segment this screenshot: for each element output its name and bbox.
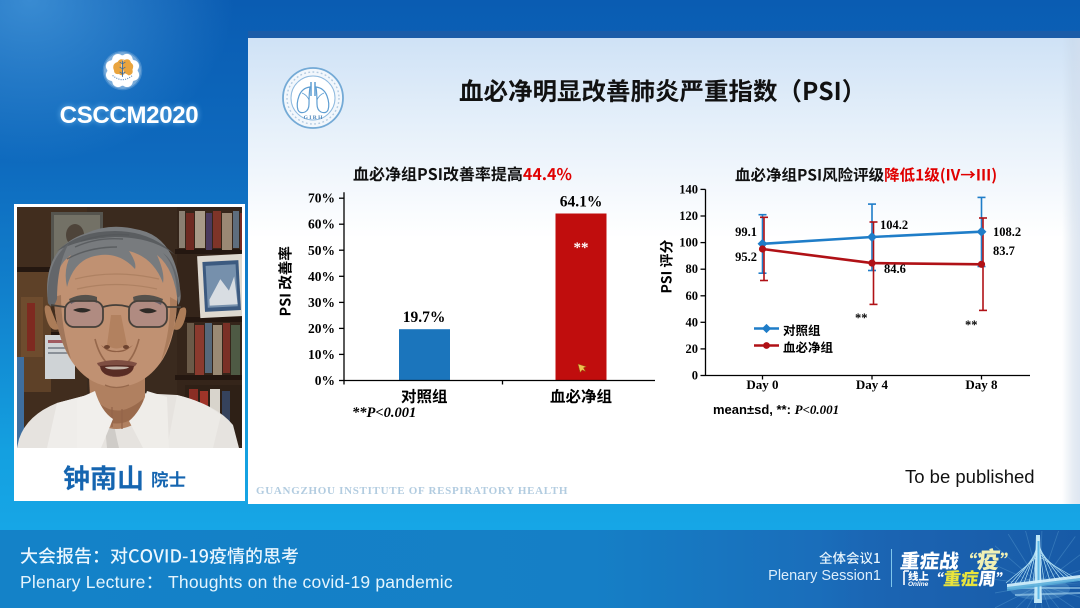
svg-text:99.1: 99.1 bbox=[735, 225, 757, 239]
svg-text:64.1%: 64.1% bbox=[560, 194, 603, 211]
svg-text:108.2: 108.2 bbox=[993, 225, 1021, 239]
svg-text:20%: 20% bbox=[308, 321, 335, 336]
svg-text:Day 4: Day 4 bbox=[856, 377, 889, 392]
svg-text:83.7: 83.7 bbox=[993, 244, 1015, 258]
svg-text:**P<0.001: **P<0.001 bbox=[352, 405, 416, 421]
svg-text:70%: 70% bbox=[308, 191, 335, 206]
svg-text:30%: 30% bbox=[308, 295, 335, 310]
svg-text:10%: 10% bbox=[308, 347, 335, 362]
svg-text:95.2: 95.2 bbox=[735, 250, 757, 264]
svg-text:40: 40 bbox=[686, 315, 699, 329]
svg-text:G I R H: G I R H bbox=[304, 115, 324, 121]
svg-text:60%: 60% bbox=[308, 217, 335, 232]
svg-text:120: 120 bbox=[679, 209, 698, 223]
svg-text:84.6: 84.6 bbox=[884, 262, 906, 276]
svg-text:40%: 40% bbox=[308, 269, 335, 284]
svg-text:100: 100 bbox=[679, 236, 698, 250]
svg-text:0: 0 bbox=[692, 369, 698, 383]
svg-text:Day 8: Day 8 bbox=[965, 377, 998, 392]
svg-text:0%: 0% bbox=[315, 373, 335, 388]
svg-text:Day 0: Day 0 bbox=[746, 377, 778, 392]
svg-text:20: 20 bbox=[686, 342, 699, 356]
svg-text:104.2: 104.2 bbox=[880, 218, 908, 232]
svg-text:19.7%: 19.7% bbox=[403, 309, 446, 326]
svg-text:**: ** bbox=[855, 311, 868, 325]
svg-text:**: ** bbox=[965, 318, 978, 332]
svg-text:60: 60 bbox=[686, 289, 699, 303]
svg-text:**: ** bbox=[574, 240, 589, 256]
svg-text:80: 80 bbox=[686, 262, 699, 276]
svg-text:140: 140 bbox=[679, 182, 698, 196]
svg-text:50%: 50% bbox=[308, 243, 335, 258]
